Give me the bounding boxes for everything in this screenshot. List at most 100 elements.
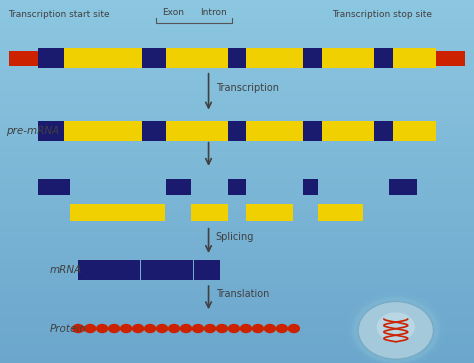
Bar: [0, 358, 474, 359]
Bar: [0, 250, 474, 252]
Bar: [318, 204, 363, 220]
Bar: [0, 156, 474, 157]
Bar: [0, 44, 474, 45]
Bar: [0, 196, 474, 197]
Bar: [0, 289, 474, 290]
Bar: [0, 19, 474, 21]
Bar: [0, 128, 474, 130]
Bar: [303, 121, 322, 140]
Bar: [0, 146, 474, 148]
Bar: [0, 246, 474, 247]
Bar: [0, 275, 474, 276]
Bar: [0, 244, 474, 246]
Bar: [167, 261, 193, 280]
Bar: [0, 113, 474, 114]
Bar: [0, 85, 474, 86]
Bar: [0, 95, 474, 97]
Bar: [0, 338, 474, 339]
Bar: [0, 276, 474, 277]
Bar: [0, 175, 474, 177]
Bar: [0, 232, 474, 233]
Bar: [0, 88, 474, 90]
Bar: [0, 298, 474, 299]
Circle shape: [132, 324, 144, 333]
Bar: [0, 311, 474, 312]
Bar: [0, 35, 474, 36]
Text: pre-mRNA: pre-mRNA: [6, 126, 59, 136]
Bar: [0, 352, 474, 353]
Text: Protein: Protein: [50, 323, 87, 334]
Bar: [0, 163, 474, 164]
Bar: [0, 333, 474, 334]
Bar: [166, 121, 228, 140]
Bar: [0, 192, 474, 193]
Text: Intron: Intron: [200, 8, 227, 17]
Bar: [0, 316, 474, 317]
Bar: [0, 258, 474, 259]
Bar: [0, 26, 474, 28]
Bar: [0, 183, 474, 184]
Bar: [0, 45, 474, 46]
Bar: [0, 310, 474, 311]
Circle shape: [252, 324, 264, 333]
Bar: [0, 83, 474, 85]
Bar: [0, 120, 474, 121]
Circle shape: [351, 296, 440, 363]
Bar: [0, 337, 474, 338]
Bar: [0, 168, 474, 170]
Bar: [0, 102, 474, 103]
Bar: [0, 4, 474, 5]
Bar: [0, 180, 474, 182]
Bar: [0, 17, 474, 18]
Bar: [0, 341, 474, 342]
Bar: [166, 48, 228, 68]
Bar: [0, 243, 474, 244]
Bar: [0, 32, 474, 33]
Bar: [0, 117, 474, 119]
Bar: [0, 105, 474, 106]
Circle shape: [264, 324, 276, 333]
Bar: [0, 70, 474, 72]
Bar: [0, 299, 474, 300]
Bar: [0, 254, 474, 255]
Bar: [0, 356, 474, 357]
Bar: [0, 68, 474, 69]
Bar: [0, 360, 474, 362]
Bar: [0, 223, 474, 224]
Bar: [0, 249, 474, 250]
Bar: [0, 351, 474, 352]
Bar: [0, 121, 474, 122]
Bar: [0, 15, 474, 16]
Bar: [0, 297, 474, 298]
Bar: [0, 72, 474, 73]
Bar: [38, 179, 70, 195]
Bar: [0, 161, 474, 162]
Text: Transcription start site: Transcription start site: [9, 10, 110, 19]
Bar: [436, 50, 465, 66]
Bar: [0, 359, 474, 360]
Bar: [141, 261, 167, 280]
Bar: [0, 185, 474, 186]
Bar: [0, 40, 474, 41]
Bar: [393, 121, 436, 140]
Bar: [0, 290, 474, 291]
Bar: [0, 307, 474, 309]
Bar: [374, 121, 393, 140]
Bar: [0, 334, 474, 335]
Bar: [0, 33, 474, 34]
Bar: [0, 259, 474, 260]
Bar: [0, 229, 474, 230]
Bar: [0, 142, 474, 143]
Circle shape: [84, 324, 96, 333]
Bar: [0, 75, 474, 76]
Bar: [0, 101, 474, 102]
Bar: [0, 23, 474, 24]
Bar: [0, 144, 474, 145]
Bar: [0, 321, 474, 322]
Bar: [0, 306, 474, 307]
Bar: [0, 204, 474, 206]
Bar: [0, 91, 474, 92]
Bar: [0, 272, 474, 273]
Bar: [0, 97, 474, 98]
Bar: [0, 319, 474, 321]
